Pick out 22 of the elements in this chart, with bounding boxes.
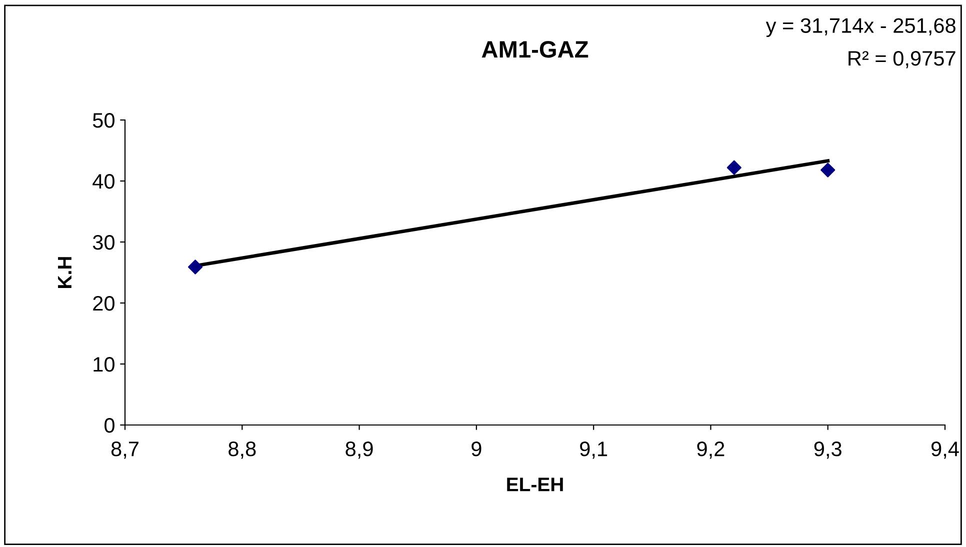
x-tick-label: 9,2 xyxy=(697,442,724,459)
text: R² = 0,9757 xyxy=(848,51,956,68)
y-tick-label: 20 xyxy=(93,296,114,311)
x-tick-label: 8,9 xyxy=(346,442,373,459)
x-axis-title: EL-EH xyxy=(507,478,563,492)
y-tick-label: 10 xyxy=(94,357,114,372)
point xyxy=(726,160,742,175)
point xyxy=(188,260,203,274)
text: y = 31,714x - 251,68 xyxy=(766,18,956,38)
point xyxy=(820,162,836,178)
y-tick-label: 0 xyxy=(104,418,114,433)
x-tick-label: 9,4 xyxy=(931,442,959,459)
x-tick-label: 9,1 xyxy=(580,442,608,459)
y-tick-label: 30 xyxy=(92,235,114,250)
x-tick-label: 8,7 xyxy=(111,442,138,459)
x-tick-label: 9,3 xyxy=(814,442,842,459)
chart-title: AM1-GAZ xyxy=(482,41,588,58)
y-axis-title: K.H xyxy=(58,257,72,288)
x-tick-label: 9 xyxy=(472,442,482,456)
y-tick-label: 50 xyxy=(92,113,114,128)
y-tick-label: 40 xyxy=(92,174,114,189)
x-tick-label: 8,8 xyxy=(228,442,256,459)
